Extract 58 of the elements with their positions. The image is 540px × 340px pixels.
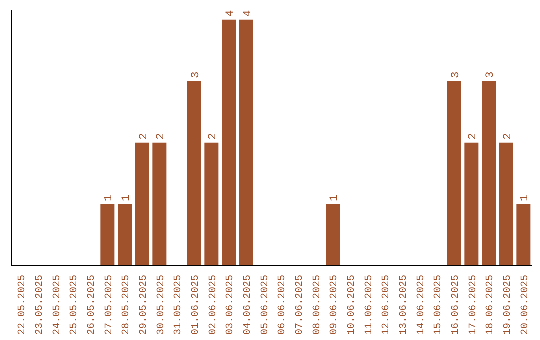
data-label: 3 <box>485 72 497 78</box>
bar <box>100 204 115 266</box>
x-tick-label: 17.06.2025 <box>468 275 480 336</box>
x-tick-label: 12.06.2025 <box>382 275 393 336</box>
x-tick-label: 24.05.2025 <box>52 275 64 336</box>
data-label: 1 <box>329 194 341 202</box>
bar <box>204 142 219 266</box>
data-label: 4 <box>225 10 237 17</box>
bar <box>187 81 202 266</box>
bar <box>135 142 150 266</box>
bar <box>118 204 132 266</box>
x-tick-label: 22.05.2025 <box>18 275 29 336</box>
x-tick-label: 25.05.2025 <box>70 275 81 336</box>
x-tick-label: 20.06.2025 <box>520 275 532 336</box>
data-label: 1 <box>520 194 532 202</box>
bar <box>152 142 167 266</box>
data-label: 2 <box>468 133 480 140</box>
x-tick-label: 28.05.2025 <box>122 275 133 336</box>
x-tick-label: 01.06.2025 <box>191 275 202 336</box>
x-tick-label: 29.05.2025 <box>139 275 150 336</box>
x-tick-label: 05.06.2025 <box>260 275 272 336</box>
x-tick-label: 08.06.2025 <box>312 275 324 336</box>
data-label: 2 <box>138 133 150 140</box>
x-tick-label: 19.06.2025 <box>503 275 514 336</box>
bar <box>326 204 340 266</box>
data-label: 1 <box>121 194 133 202</box>
x-tick-label: 02.06.2025 <box>208 275 220 336</box>
data-label: 2 <box>502 133 514 140</box>
bar <box>239 20 254 266</box>
bar <box>482 81 496 266</box>
x-tick-label: 14.06.2025 <box>416 275 428 336</box>
x-tick-label: 16.06.2025 <box>451 275 462 336</box>
x-tick-label: 10.06.2025 <box>347 275 358 336</box>
x-tick-label: 06.06.2025 <box>278 275 289 336</box>
x-tick-label: 07.06.2025 <box>295 275 306 336</box>
x-tick-label: 30.05.2025 <box>156 275 168 336</box>
x-tick-label: 18.06.2025 <box>486 275 497 336</box>
data-label: 1 <box>104 194 116 202</box>
x-tick-label: 15.06.2025 <box>434 275 445 336</box>
bar <box>464 142 479 266</box>
data-label: 4 <box>242 10 254 17</box>
data-label: 3 <box>450 72 462 78</box>
x-tick-label: 23.05.2025 <box>35 275 46 336</box>
x-tick-label: 11.06.2025 <box>364 275 376 336</box>
x-tick-label: 26.05.2025 <box>87 275 98 336</box>
bar <box>222 20 236 266</box>
x-tick-label: 27.05.2025 <box>104 275 116 336</box>
bar <box>499 142 514 266</box>
x-tick-label: 09.06.2025 <box>330 275 341 336</box>
data-label: 3 <box>190 72 202 78</box>
x-tick-label: 04.06.2025 <box>243 275 254 336</box>
x-tick-label: 03.06.2025 <box>226 275 237 336</box>
x-tick-label: 13.06.2025 <box>399 275 410 336</box>
data-label: 2 <box>208 133 220 140</box>
x-tick-label: 31.05.2025 <box>174 275 185 336</box>
data-label: 2 <box>156 133 168 140</box>
bar <box>447 81 462 266</box>
bar <box>516 204 531 266</box>
